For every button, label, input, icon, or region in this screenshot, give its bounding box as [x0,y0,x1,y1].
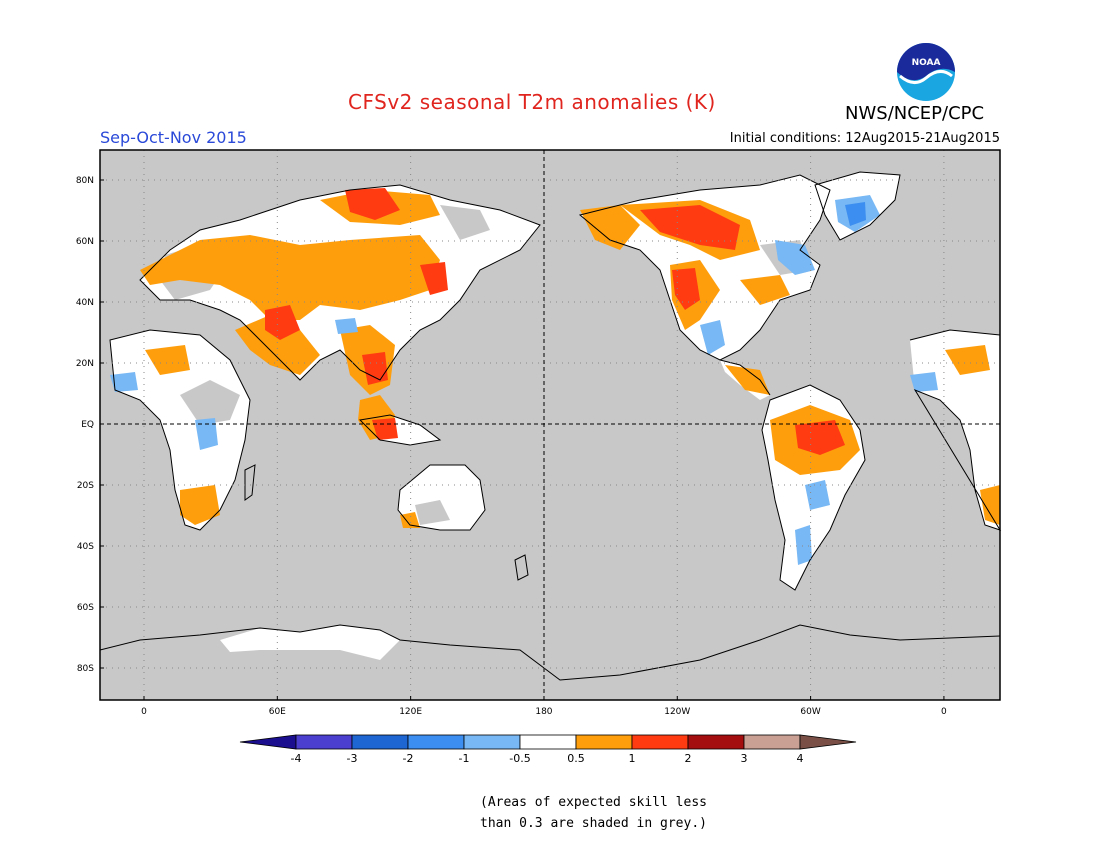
latitude-labels: 80N 60N 40N 20N EQ 20S 40S 60S 80S [76,176,104,674]
colorbar-segment [743,734,801,750]
noaa-logo-text: NOAA [912,58,941,68]
longitude-labels: 0 60E 120E 180 120W 60W 0 [141,696,947,717]
orange-alaska [580,205,640,250]
colorbar-arrow-right [799,734,857,750]
red-amazon [795,420,845,455]
red-india [362,352,388,385]
lat-label: 80S [77,664,94,674]
map-title: CFSv2 seasonal T2m anomalies (K) [348,90,716,114]
colorbar-segment [687,734,745,750]
lightblue-east-africa [195,418,218,450]
skill-note-line2: than 0.3 are shaded in grey.) [480,816,707,831]
colorbar-label: -3 [347,752,358,765]
initial-conditions-label: Initial conditions: 12Aug2015-21Aug2015 [729,131,1000,146]
orange-europe [140,235,440,320]
colorbar-segment [407,734,465,750]
orange-southern-africa [180,485,220,525]
lon-label: 180 [535,707,552,717]
lat-label: 20N [76,359,94,369]
orange-sw-australia [400,512,420,528]
red-indonesia [372,418,398,440]
colorbar-arrow-left [239,734,297,750]
red-western-us [672,268,700,310]
season-label: Sep-Oct-Nov 2015 [100,128,247,147]
orange-southern-africa-wrap [980,485,1000,525]
colorbar-segment [519,734,577,750]
orange-eastern-us [740,275,790,305]
lightblue-tibet [335,318,358,334]
lightblue-mexico [700,320,725,355]
colorbar-segment [295,734,353,750]
colorbar-label: -1 [459,752,470,765]
colorbar-label: 2 [685,752,692,765]
colorbar: -4 -3 -2 -1 -0.5 0.5 1 2 3 4 [239,734,857,765]
colorbar-label: -4 [291,752,302,765]
lat-label: 60N [76,237,94,247]
lat-label: EQ [81,420,94,430]
lightblue-south-brazil [805,480,830,510]
colorbar-label: -0.5 [509,752,530,765]
lightblue-west-africa [110,372,138,392]
colorbar-label: -2 [403,752,414,765]
grey-patch-australia [415,500,450,525]
agency-label: NWS/NCEP/CPC [845,103,985,124]
colorbar-segment [463,734,521,750]
gridlines [100,150,1000,700]
lon-label: 120W [664,707,690,717]
lon-label: 60E [269,707,286,717]
lightblue-argentina [795,525,812,565]
orange-africa-north [145,345,190,375]
lon-label: 0 [941,707,947,717]
africa-land [110,330,250,530]
grey-patch-siberia [440,205,490,240]
colorbar-segment [631,734,689,750]
grey-patch-africa [180,380,240,425]
lat-label: 40N [76,298,94,308]
antarctica-land [220,625,400,660]
lon-label: 120E [399,707,422,717]
colorbar-label: 3 [741,752,748,765]
skill-note-line1: (Areas of expected skill less [480,795,707,810]
lat-label: 40S [77,542,94,552]
lat-label: 60S [77,603,94,613]
noaa-logo-icon: NOAA [897,43,955,101]
orange-africa-wrap-north [945,345,990,375]
blue-greenland [845,202,866,226]
orange-central-america [725,365,770,395]
colorbar-label: 1 [629,752,636,765]
red-siberia [345,188,400,220]
anomaly-shading [110,188,1000,565]
skill-note: (Areas of expected skill less than 0.3 a… [480,792,707,834]
red-middle-east [265,305,300,340]
colorbar-label: 4 [797,752,804,765]
lat-label: 80N [76,176,94,186]
lon-label: 60W [800,707,820,717]
colorbar-segment [351,734,409,750]
map-frame [99,149,1001,701]
lightblue-west-africa-wrap [910,372,938,392]
lon-label: 0 [141,707,147,717]
red-canada [640,205,740,250]
red-east-asia [420,262,448,295]
colorbar-label: 0.5 [567,752,585,765]
lat-label: 20S [77,481,94,491]
colorbar-segment [575,734,633,750]
coastlines [99,171,1002,681]
lightblue-eastern-canada [775,240,815,275]
